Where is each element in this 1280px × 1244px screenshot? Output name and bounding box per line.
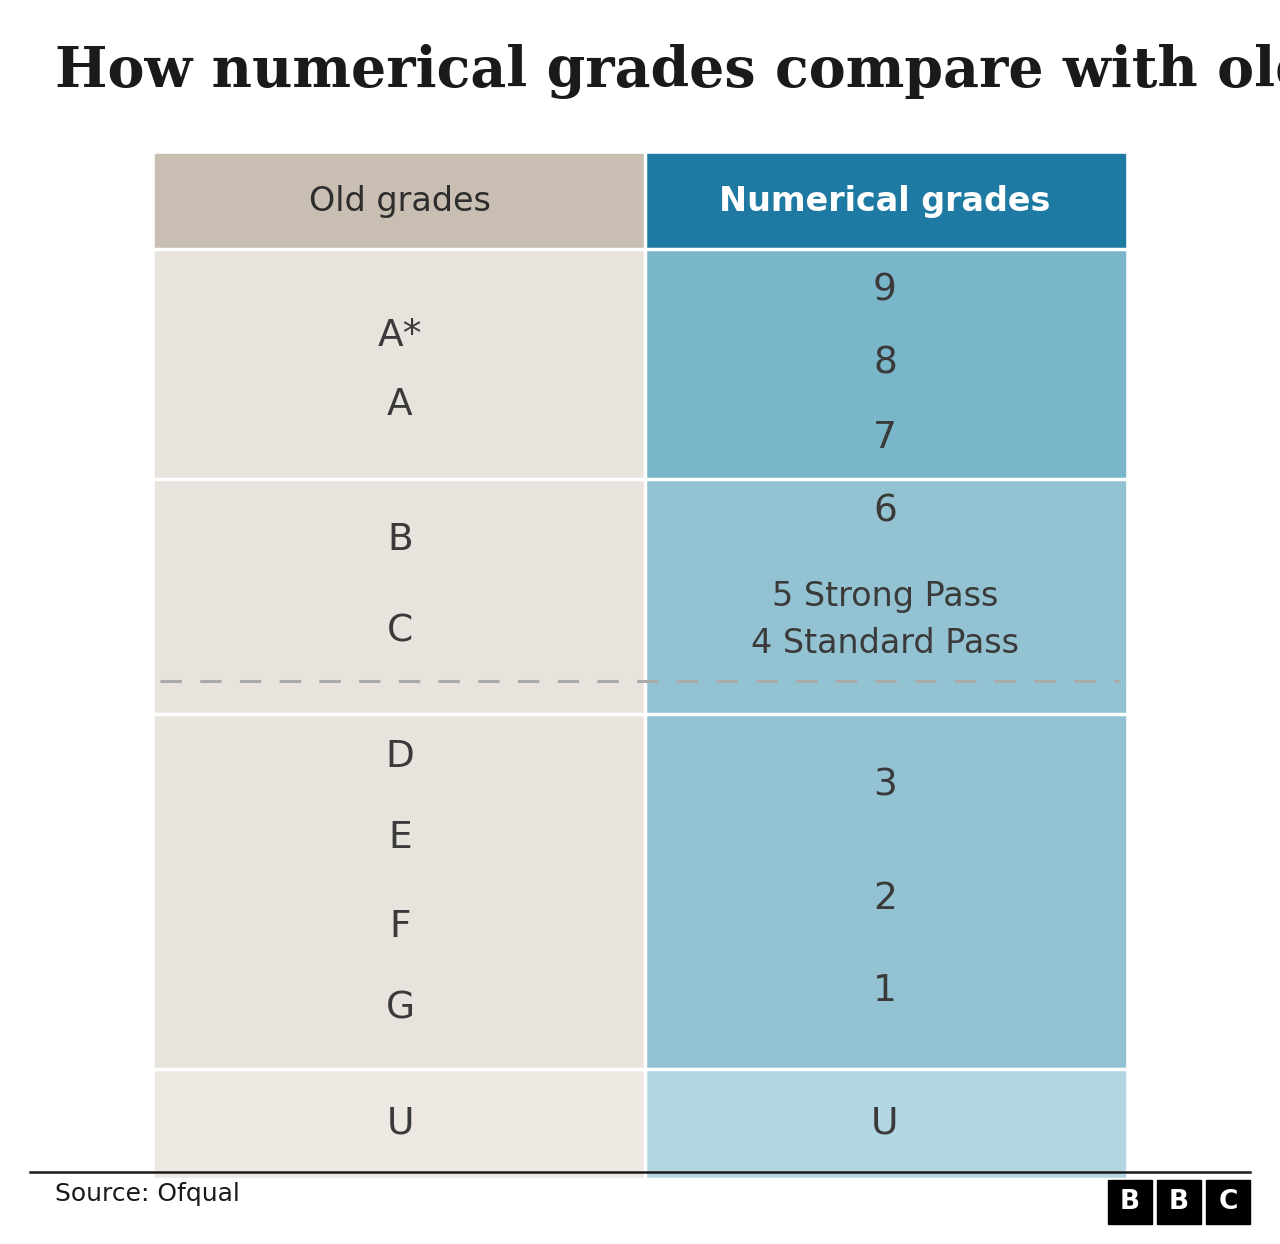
- Text: 1: 1: [873, 973, 897, 1009]
- Text: 3: 3: [873, 768, 897, 802]
- Text: U: U: [387, 1106, 413, 1142]
- Bar: [1206, 1181, 1251, 1224]
- Text: Numerical grades: Numerical grades: [719, 185, 1051, 218]
- Bar: [1157, 1181, 1201, 1224]
- Bar: [155, 249, 645, 479]
- Text: How numerical grades compare with old ones: How numerical grades compare with old on…: [55, 44, 1280, 100]
- Bar: [155, 479, 645, 714]
- Bar: [155, 1069, 645, 1179]
- Text: 2: 2: [873, 881, 897, 917]
- Text: Old grades: Old grades: [308, 185, 492, 218]
- Text: C: C: [387, 613, 413, 649]
- Bar: [645, 154, 1125, 249]
- Text: 6: 6: [873, 494, 897, 530]
- Text: G: G: [385, 990, 415, 1026]
- Text: E: E: [388, 820, 412, 856]
- Text: 8: 8: [873, 346, 897, 382]
- Bar: [645, 479, 1125, 714]
- Text: B: B: [1169, 1189, 1189, 1215]
- Bar: [155, 714, 645, 1069]
- Text: A*: A*: [378, 318, 422, 355]
- Bar: [645, 1069, 1125, 1179]
- Text: D: D: [385, 739, 415, 775]
- Text: Source: Ofqual: Source: Ofqual: [55, 1182, 239, 1205]
- Text: C: C: [1219, 1189, 1238, 1215]
- Text: 5 Strong Pass: 5 Strong Pass: [772, 580, 998, 613]
- Text: F: F: [389, 909, 411, 945]
- Text: A: A: [387, 387, 413, 423]
- Bar: [1108, 1181, 1152, 1224]
- Text: B: B: [387, 522, 413, 559]
- Bar: [155, 154, 645, 249]
- Text: 4 Standard Pass: 4 Standard Pass: [751, 627, 1019, 661]
- Text: 7: 7: [873, 419, 897, 455]
- Text: B: B: [1120, 1189, 1140, 1215]
- Bar: [645, 249, 1125, 479]
- Text: 9: 9: [873, 272, 897, 309]
- Text: U: U: [872, 1106, 899, 1142]
- Bar: [645, 714, 1125, 1069]
